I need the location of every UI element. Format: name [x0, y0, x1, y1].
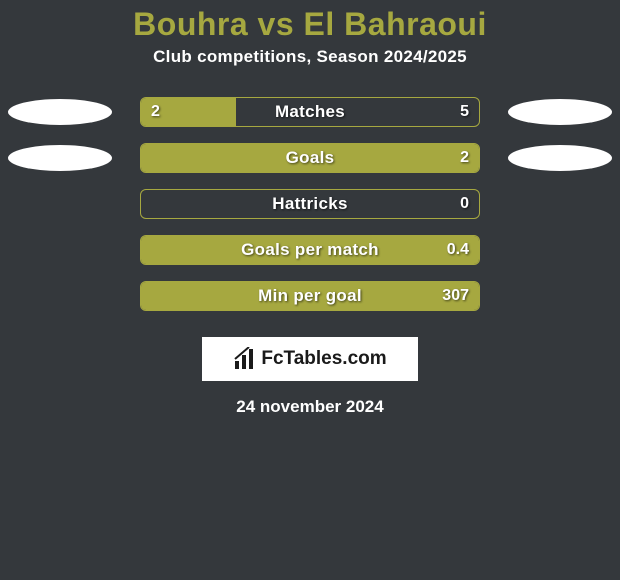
stat-row: 0.4Goals per match: [0, 227, 620, 273]
stat-bar-track: 2Goals: [140, 143, 480, 173]
logo-box: FcTables.com: [202, 337, 418, 381]
stat-bar-track: 0.4Goals per match: [140, 235, 480, 265]
logo-text: FcTables.com: [261, 348, 386, 370]
player-marker-right: [508, 145, 612, 171]
player-marker-right: [508, 99, 612, 125]
stat-bar-track: 0Hattricks: [140, 189, 480, 219]
stat-label: Matches: [141, 102, 479, 122]
stat-row: 0Hattricks: [0, 181, 620, 227]
stat-label: Goals: [141, 148, 479, 168]
stat-row: 307Min per goal: [0, 273, 620, 319]
comparison-chart: 25Matches 2Goals 0Hattricks 0.4Goals per ma…: [0, 89, 620, 319]
stat-row: 2Goals: [0, 135, 620, 181]
page-subtitle: Club competitions, Season 2024/2025: [0, 47, 620, 67]
barchart-icon: [233, 347, 257, 371]
stat-label: Goals per match: [141, 240, 479, 260]
page-title: Bouhra vs El Bahraoui: [0, 0, 620, 43]
stat-bar-track: 307Min per goal: [140, 281, 480, 311]
player-marker-left: [8, 99, 112, 125]
stat-bar-track: 25Matches: [140, 97, 480, 127]
date-line: 24 november 2024: [0, 397, 620, 417]
stat-row: 25Matches: [0, 89, 620, 135]
player-marker-left: [8, 145, 112, 171]
stat-label: Min per goal: [141, 286, 479, 306]
stat-label: Hattricks: [141, 194, 479, 214]
